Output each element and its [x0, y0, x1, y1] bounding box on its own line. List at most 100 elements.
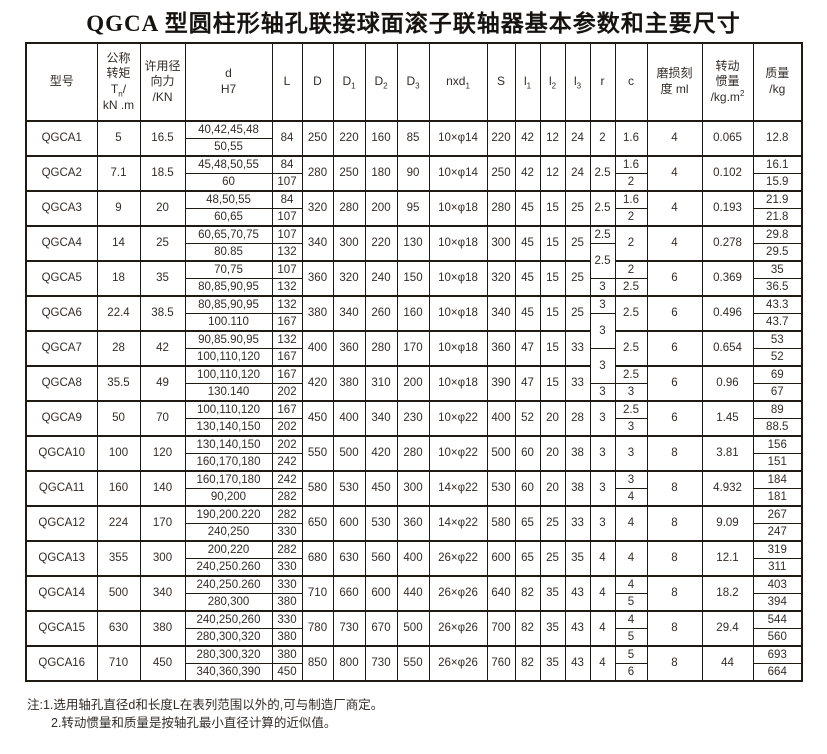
cell-c: 2 — [614, 173, 648, 192]
cell-c: 2 — [614, 208, 648, 227]
cell-S: 360 — [486, 330, 516, 367]
cell-L: 380 — [271, 593, 303, 612]
cell-mass: 403 — [752, 575, 803, 594]
cell-c: 3 — [614, 383, 648, 402]
cell-L: 330 — [271, 575, 303, 594]
cell-J: 29.4 — [701, 610, 754, 647]
cell-d: 240,250 — [184, 523, 273, 542]
cell-model-QGCA2: QGCA2 — [25, 155, 98, 192]
cell-c: 1.6 — [614, 190, 648, 209]
cell-torque: 18 — [96, 260, 141, 297]
cell-nxd1: 10×φ18 — [428, 225, 488, 262]
cell-c: 4 — [614, 540, 648, 577]
cell-D2: 600 — [364, 575, 398, 612]
cell-r: 3 — [589, 400, 616, 437]
cell-nxd1: 10×φ18 — [428, 365, 488, 402]
cell-J: 44 — [701, 645, 754, 682]
cell-D3: 360 — [396, 505, 430, 542]
cell-D: 710 — [301, 575, 334, 612]
cell-l1: 45 — [514, 295, 541, 332]
table-row: QGCA14 500 340 240,250.260 330 710 660 600 440 26… — [25, 575, 803, 612]
cell-nxd1: 10×φ22 — [428, 400, 488, 437]
cell-J: 9.09 — [701, 505, 754, 542]
cell-radial: 450 — [139, 645, 186, 682]
cell-mass: 319 — [752, 540, 803, 559]
cell-d: 45,48,50,55 — [184, 155, 273, 174]
cell-d: 130.140 — [184, 383, 273, 402]
cell-mass: 12.8 — [752, 120, 803, 157]
cell-D1: 500 — [332, 435, 366, 472]
cell-J: 0.369 — [701, 260, 754, 297]
col-header-S: S — [486, 42, 516, 122]
cell-J: 1.45 — [701, 400, 754, 437]
col-header-D: D — [301, 42, 334, 122]
cell-D: 850 — [301, 645, 334, 682]
cell-c: 5 — [614, 593, 648, 612]
cell-D: 360 — [301, 260, 334, 297]
cell-l3: 33 — [564, 505, 591, 542]
cell-D1: 800 — [332, 645, 366, 682]
cell-nxd1: 14×φ22 — [428, 470, 488, 507]
cell-l1: 45 — [514, 260, 541, 297]
cell-mass: 89 — [752, 400, 803, 419]
cell-mass: 544 — [752, 610, 803, 629]
cell-l3: 25 — [564, 190, 591, 227]
table-row: 130.140 202 3 3 67 — [26, 383, 803, 402]
cell-L: 107 — [271, 260, 303, 279]
cell-l3: 33 — [564, 330, 591, 367]
cell-ml: 4 — [646, 155, 703, 192]
cell-D: 400 — [301, 330, 334, 367]
cell-torque: 100 — [96, 435, 141, 472]
cell-S: 340 — [486, 295, 516, 332]
cell-nxd1: 26×φ22 — [428, 540, 488, 577]
cell-d: 60 — [184, 173, 273, 192]
table-row: 100,110,120 167 3 52 — [26, 348, 803, 384]
table-row: 60 107 2 15.9 — [26, 173, 803, 192]
cell-l2: 15 — [539, 365, 566, 402]
cell-mass: 151 — [752, 453, 803, 472]
cell-D2: 450 — [364, 470, 398, 507]
cell-S: 280 — [486, 190, 516, 227]
cell-d: 130,140,150 — [184, 418, 273, 437]
cell-ml: 8 — [646, 470, 703, 507]
cell-c: 4 — [614, 610, 648, 629]
footnote-2: 2.转动惯量和质量是按轴孔最小直径计算的近似值。 — [51, 716, 337, 731]
cell-L: 167 — [271, 348, 303, 367]
cell-c: 4 — [614, 505, 648, 542]
cell-nxd1: 10×φ18 — [428, 330, 488, 367]
cell-l1: 60 — [514, 470, 541, 507]
cell-D1: 300 — [332, 225, 366, 262]
cell-mass: 67 — [752, 383, 803, 402]
cell-mass: 52 — [752, 348, 803, 367]
col-header-d: d H7 — [184, 42, 273, 122]
cell-c: 2.5 — [614, 330, 648, 367]
cell-d: 280,300,320 — [184, 628, 273, 647]
cell-model-QGCA4: QGCA4 — [25, 225, 98, 262]
cell-model-QGCA3: QGCA3 — [25, 190, 98, 227]
cell-r: 3 — [589, 295, 616, 314]
cell-L: 330 — [271, 558, 303, 577]
cell-l1: 47 — [514, 330, 541, 367]
col-header-D2: D2 — [364, 42, 398, 122]
cell-radial: 380 — [139, 610, 186, 647]
table-row: QGCA11 160 140 160,170,180 242 580 530 450 300 14… — [25, 470, 803, 507]
cell-l3: 43 — [564, 645, 591, 682]
col-header-D1: D1 — [332, 42, 366, 122]
cell-D: 780 — [301, 610, 334, 647]
cell-L: 132 — [271, 243, 303, 262]
cell-D3: 90 — [396, 155, 430, 192]
table-row: QGCA9 50 70 100,110,120 167 450 400 340 230 10×φ2… — [25, 400, 803, 437]
cell-model-QGCA9: QGCA9 — [25, 400, 98, 437]
cell-S: 760 — [486, 645, 516, 682]
cell-l3: 28 — [564, 400, 591, 437]
cell-D: 450 — [301, 400, 334, 437]
cell-l3: 24 — [564, 120, 591, 157]
cell-d: 50,55 — [184, 138, 273, 157]
cell-J: 18.2 — [701, 575, 754, 612]
table-row: 340,360,390 450 6 664 — [26, 663, 803, 682]
cell-D2: 280 — [364, 330, 398, 367]
col-header-mass: 质量/kg — [752, 42, 803, 122]
cell-L: 132 — [271, 295, 303, 314]
